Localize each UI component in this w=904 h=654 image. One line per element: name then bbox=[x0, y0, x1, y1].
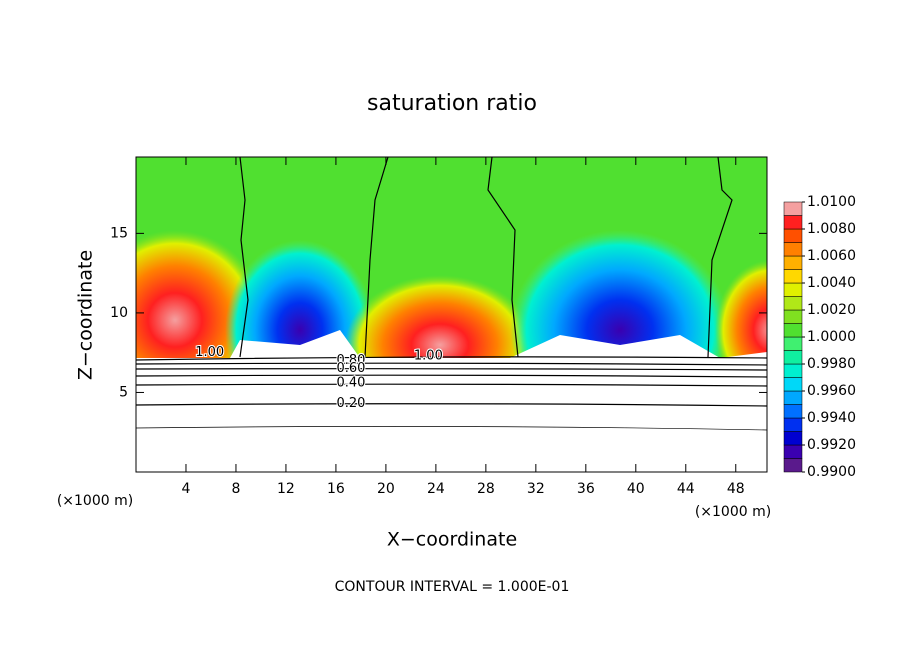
y-tick-label: 15 bbox=[110, 225, 128, 241]
x-tick-label: 20 bbox=[377, 481, 395, 497]
colorbar-band bbox=[783, 309, 803, 324]
colorbar-band bbox=[783, 458, 803, 473]
colorbar-label: 0.9900 bbox=[807, 464, 856, 480]
y-tick-label: 5 bbox=[119, 384, 128, 400]
colorbar-band bbox=[783, 269, 803, 284]
colorbar-band bbox=[783, 228, 803, 243]
x-tick-label: 24 bbox=[427, 481, 445, 497]
colorbar-band bbox=[783, 404, 803, 419]
contour-label: 0.40 bbox=[336, 375, 365, 390]
colorbar-label: 1.0060 bbox=[807, 248, 856, 264]
colorbar-label: 0.9960 bbox=[807, 383, 856, 399]
x-tick-label: 4 bbox=[182, 481, 191, 497]
contour-label: 0.80 bbox=[336, 353, 365, 368]
x-axis-label: X−coordinate bbox=[387, 529, 517, 551]
colorbar-band bbox=[783, 282, 803, 297]
field bbox=[136, 157, 767, 472]
contour-label: 1.00 bbox=[414, 348, 443, 363]
colorbar-label: 0.9980 bbox=[807, 356, 856, 372]
colorbar-band bbox=[783, 417, 803, 432]
x-tick-label: 48 bbox=[727, 481, 745, 497]
x-tick-label: 16 bbox=[327, 481, 345, 497]
colorbar-band bbox=[783, 336, 803, 351]
x-unit: (×1000 m) bbox=[695, 504, 771, 520]
footer: CONTOUR INTERVAL = 1.000E-01 bbox=[335, 579, 570, 595]
x-tick-label: 36 bbox=[577, 481, 595, 497]
colorbar-band bbox=[783, 390, 803, 405]
contour-label: 0.20 bbox=[336, 396, 365, 411]
colorbar-label: 1.0100 bbox=[807, 194, 856, 210]
colorbar-band bbox=[783, 323, 803, 338]
colorbar-band bbox=[783, 296, 803, 311]
contour-label: 0.60 bbox=[336, 361, 365, 376]
y-tick-label: 10 bbox=[110, 305, 128, 321]
colorbar-band bbox=[783, 201, 803, 216]
x-tick-label: 8 bbox=[231, 481, 240, 497]
colorbar-band bbox=[783, 255, 803, 270]
y-unit: (×1000 m) bbox=[57, 493, 133, 509]
colorbar-band bbox=[783, 444, 803, 459]
colorbar-band bbox=[783, 431, 803, 446]
colorbar-label: 0.9920 bbox=[807, 437, 856, 453]
x-tick-label: 44 bbox=[677, 481, 695, 497]
colorbar-band bbox=[783, 242, 803, 257]
colorbar-label: 0.9940 bbox=[807, 410, 856, 426]
plot-frame bbox=[135, 156, 768, 473]
contour-label: 1.00 bbox=[195, 345, 224, 360]
colorbar-label: 1.0080 bbox=[807, 221, 856, 237]
colorbar-label: 1.0000 bbox=[807, 329, 856, 345]
colorbar-band bbox=[783, 350, 803, 365]
x-tick-label: 40 bbox=[627, 481, 645, 497]
colorbar-label: 1.0020 bbox=[807, 302, 856, 318]
x-tick-label: 28 bbox=[477, 481, 495, 497]
y-axis-label: Z−coordinate bbox=[75, 250, 97, 380]
colorbar-band bbox=[783, 377, 803, 392]
x-tick-label: 12 bbox=[277, 481, 295, 497]
chart-title: saturation ratio bbox=[367, 91, 537, 116]
colorbar-label: 1.0040 bbox=[807, 275, 856, 291]
colorbar-band bbox=[783, 215, 803, 230]
colorbar-band bbox=[783, 363, 803, 378]
x-tick-label: 32 bbox=[527, 481, 545, 497]
